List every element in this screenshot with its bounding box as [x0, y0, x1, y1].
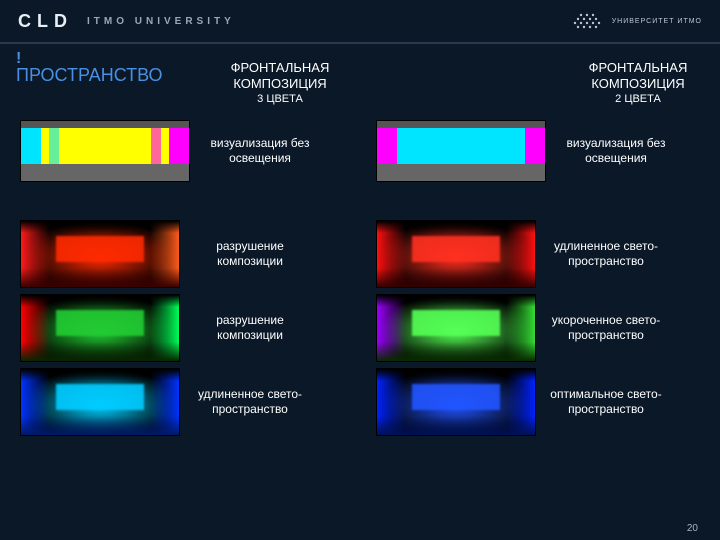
thumb-caption: укороченное свето-пространство	[546, 313, 666, 343]
page-title: ПРОСТРАНСТВО	[16, 66, 156, 86]
corridor-thumb	[376, 294, 536, 362]
thumb-caption: разрушение композиции	[190, 313, 310, 343]
thumb-caption: удлиненное свето-пространство	[546, 239, 666, 269]
corridor-thumb	[20, 120, 190, 182]
thumb-row: визуализация без освещения	[376, 120, 716, 182]
corridor-thumb	[20, 220, 180, 288]
thumb-caption: визуализация без освещения	[200, 136, 320, 166]
left-column: визуализация без освещения разрушение ком…	[20, 120, 360, 442]
thumb-row: удлиненное свето-пространство	[20, 368, 360, 436]
left-column-heading: ФРОНТАЛЬНАЯ КОМПОЗИЦИЯ 3 ЦВЕТА	[200, 60, 360, 106]
heading-line: ФРОНТАЛЬНАЯ	[558, 60, 718, 76]
header-bar: CLD ITMO UNIVERSITY УНИВЕРСИТЕТ ИТМО	[0, 0, 720, 44]
thumb-caption: разрушение композиции	[190, 239, 310, 269]
thumb-caption: оптимальное свето-пространство	[546, 387, 666, 417]
cld-logo: CLD	[18, 11, 73, 32]
university-text: УНИВЕРСИТЕТ ИТМО	[612, 18, 702, 25]
corridor-thumb	[376, 220, 536, 288]
corridor-thumb	[20, 368, 180, 436]
thumb-caption: удлиненное свето-пространство	[190, 387, 310, 417]
thumb-row: визуализация без освещения	[20, 120, 360, 182]
thumb-row: удлиненное свето-пространство	[376, 220, 716, 288]
right-column: визуализация без освещения удлиненное све…	[376, 120, 716, 442]
page-number: 20	[687, 523, 698, 534]
header-right: УНИВЕРСИТЕТ ИТМО	[570, 11, 702, 31]
thumb-row: оптимальное свето-пространство	[376, 368, 716, 436]
corridor-thumb	[20, 294, 180, 362]
heading-line: КОМПОЗИЦИЯ	[200, 76, 360, 92]
thumb-caption: визуализация без освещения	[556, 136, 676, 166]
heading-sub: 3 ЦВЕТА	[200, 93, 360, 106]
heading-line: ФРОНТАЛЬНАЯ	[200, 60, 360, 76]
thumb-row: укороченное свето-пространство	[376, 294, 716, 362]
heading-line: КОМПОЗИЦИЯ	[558, 76, 718, 92]
itmo-text: ITMO UNIVERSITY	[87, 16, 235, 27]
dots-icon	[570, 11, 604, 31]
thumb-row: разрушение композиции	[20, 220, 360, 288]
right-column-heading: ФРОНТАЛЬНАЯ КОМПОЗИЦИЯ 2 ЦВЕТА	[558, 60, 718, 106]
corridor-thumb	[376, 120, 546, 182]
corridor-thumb	[376, 368, 536, 436]
header-left: CLD ITMO UNIVERSITY	[18, 11, 235, 32]
thumb-row: разрушение композиции	[20, 294, 360, 362]
heading-sub: 2 ЦВЕТА	[558, 93, 718, 106]
